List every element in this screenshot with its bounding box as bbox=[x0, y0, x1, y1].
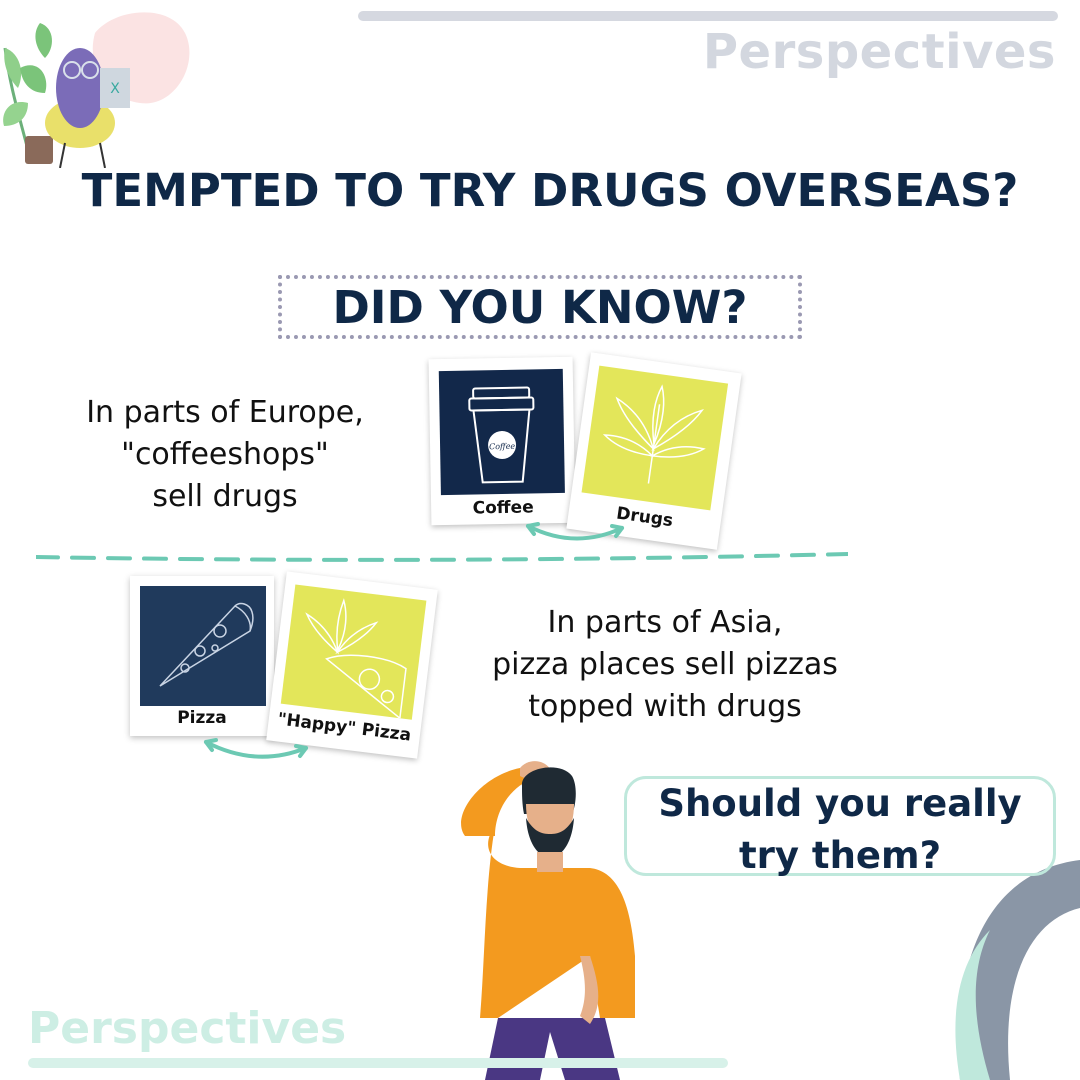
cup-label: Coffee bbox=[489, 442, 515, 451]
drugs-polaroid: Drugs bbox=[566, 352, 742, 550]
happy-pizza-photo bbox=[280, 584, 427, 720]
svg-text:X: X bbox=[110, 81, 120, 97]
callout-line-2: try them? bbox=[738, 834, 942, 877]
cannabis-pizza-icon bbox=[305, 598, 407, 720]
europe-line-3: sell drugs bbox=[152, 479, 298, 514]
drugs-photo bbox=[581, 365, 729, 511]
asia-fact: In parts of Asia, pizza places sell pizz… bbox=[460, 602, 870, 728]
did-you-know-frame bbox=[278, 275, 802, 339]
cannabis-leaf-icon bbox=[602, 384, 706, 484]
double-arrow-icon bbox=[526, 522, 624, 541]
happy-pizza-polaroid: "Happy" Pizza bbox=[266, 571, 438, 759]
asia-line-2: pizza places sell pizzas bbox=[492, 647, 838, 682]
brand-logo-bottom: Perspectives bbox=[28, 1003, 347, 1054]
pizza-photo bbox=[140, 586, 266, 706]
coffee-cup-icon: Coffee bbox=[468, 386, 535, 484]
europe-line-1: In parts of Europe, bbox=[86, 395, 364, 430]
europe-fact: In parts of Europe, "coffeeshops" sell d… bbox=[60, 392, 390, 518]
dashed-divider bbox=[36, 552, 848, 562]
question-callout: Should you really try them? bbox=[624, 778, 1056, 882]
person-at-laptop-illustration: X bbox=[3, 12, 190, 168]
asia-line-1: In parts of Asia, bbox=[547, 605, 783, 640]
europe-line-2: "coffeeshops" bbox=[121, 437, 329, 472]
thinking-man-illustration bbox=[461, 761, 635, 1080]
pizza-slice-icon bbox=[159, 602, 254, 687]
coffee-photo: Coffee bbox=[438, 368, 565, 496]
top-decor-bar bbox=[358, 11, 1058, 21]
did-you-know-heading: DID YOU KNOW? bbox=[332, 281, 748, 334]
callout-line-1: Should you really bbox=[658, 782, 1022, 825]
pizza-caption: Pizza bbox=[177, 708, 227, 728]
page-title: TEMPTED TO TRY DRUGS OVERSEAS? bbox=[81, 164, 1019, 217]
question-callout-frame bbox=[624, 776, 1056, 876]
asia-line-3: topped with drugs bbox=[528, 689, 802, 724]
bottom-decor-bar bbox=[28, 1058, 728, 1068]
double-arrow-icon bbox=[204, 738, 308, 759]
coffee-polaroid: Coffee Coffee bbox=[428, 356, 576, 526]
arc-decoration bbox=[955, 860, 1080, 1080]
brand-logo-top: Perspectives bbox=[702, 24, 1056, 80]
pizza-polaroid: Pizza bbox=[130, 576, 274, 736]
